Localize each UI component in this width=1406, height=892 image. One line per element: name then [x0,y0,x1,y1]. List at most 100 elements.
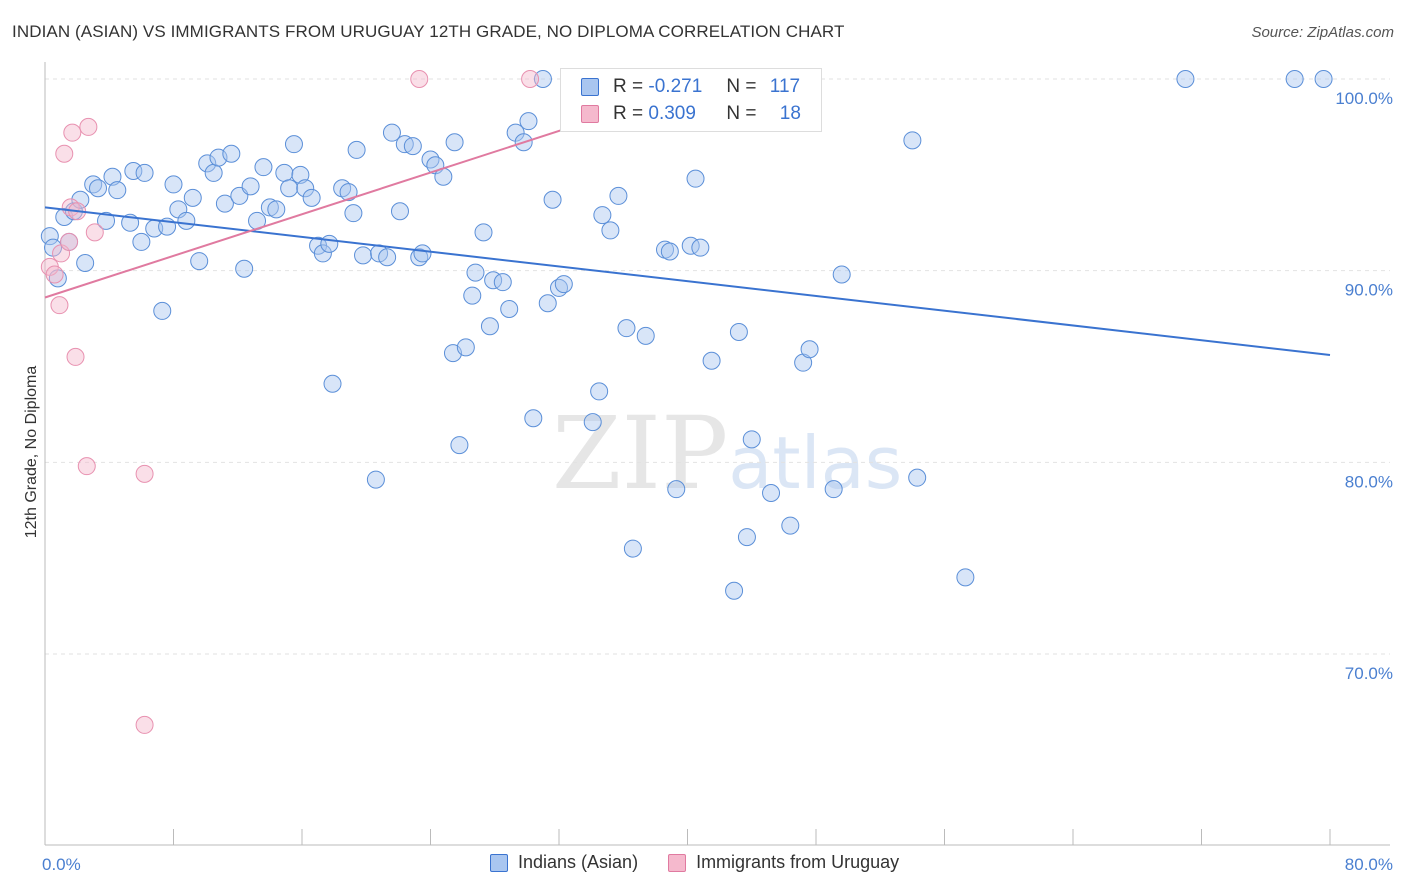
data-point [533,70,552,88]
data-point [60,232,79,251]
watermark: ZIPatlas [552,395,902,512]
legend-n-label: N = [726,103,757,124]
data-point [296,179,315,198]
data-point [132,232,151,251]
data-point [79,117,98,136]
data-point [103,167,122,186]
data-point [66,347,85,366]
data-point [480,317,499,336]
legend-row-uruguay: R = 0.309 N = 18 [581,102,801,126]
data-point [474,223,493,242]
data-point [215,194,234,213]
data-point [89,179,108,198]
pink-swatch-icon [668,853,687,872]
data-point [153,301,172,320]
data-point [347,140,366,159]
data-point [725,581,744,600]
data-point [800,340,819,359]
data-point [524,409,543,428]
legend-r-value: -0.271 [648,76,703,97]
source-label: Source: ZipAtlas.com [1251,24,1394,41]
data-point [97,211,116,230]
data-point [413,244,432,263]
data-point [1176,70,1195,88]
data-point [164,175,183,194]
data-point [521,70,540,88]
data-point [623,539,642,558]
data-point [76,254,95,272]
data-point [284,135,303,154]
data-point [543,190,562,209]
data-point [108,181,127,200]
watermark-zip: ZIP [552,395,729,512]
legend-n-label: N = [726,76,757,97]
data-point [291,165,310,184]
data-point [260,198,279,217]
series-legend: Indians (Asian) Immigrants from Uruguay [490,852,929,873]
x-tick-label: 80.0% [1345,855,1393,874]
data-point [177,211,196,230]
data-point [554,275,573,294]
data-point [691,238,710,257]
data-point [445,133,464,152]
data-point [280,179,299,198]
data-point [378,248,397,267]
data-point [320,234,339,253]
data-point [762,484,781,502]
data-point [466,263,485,282]
correlation-legend: R = -0.271 N = 117 R = 0.309 N = 18 [560,68,822,132]
legend-r-label: R = [613,76,644,97]
data-point [702,351,721,370]
data-point [500,300,519,318]
y-tick-label: 100.0% [1335,89,1393,108]
y-tick-label: 90.0% [1345,281,1393,300]
data-point [190,252,209,271]
data-point [40,227,59,246]
data-point [519,112,538,131]
data-point [254,158,273,177]
data-point [135,464,154,483]
data-point [135,163,154,182]
data-point [204,163,223,182]
data-point [382,123,401,142]
blue-swatch-icon [581,78,599,96]
legend-n-value: 18 [779,103,801,124]
x-tick-label: 0.0% [42,855,81,874]
y-axis-label: 12th Grade, No Diploma [23,366,40,539]
data-point [729,323,748,341]
y-tick-label: 70.0% [1345,664,1393,683]
data-point [832,265,851,284]
data-point [313,244,332,263]
legend-row-indians: R = -0.271 N = 117 [581,75,800,99]
data-point [456,338,475,357]
data-point [77,457,96,476]
data-point [366,470,385,489]
data-point [45,265,64,284]
data-point [85,223,104,242]
data-point [593,206,612,225]
data-point [241,177,260,196]
data-point [222,144,241,163]
data-point [956,568,975,587]
blue-swatch-icon [490,853,508,872]
data-point [538,294,557,313]
chart-title: INDIAN (ASIAN) VS IMMIGRANTS FROM URUGUA… [12,22,845,41]
data-point [410,70,429,88]
legend-label-uruguay: Immigrants from Uruguay [696,852,900,872]
data-point [71,190,90,209]
data-point [421,150,440,169]
data-point [1314,70,1333,88]
data-point [601,221,620,240]
data-point [463,286,482,305]
data-point [781,516,800,535]
legend-n-value: 117 [769,76,801,97]
data-point [267,200,286,219]
data-point [344,204,363,223]
data-point [824,480,843,499]
data-point [354,246,373,265]
pink-swatch-icon [581,105,599,123]
legend-r-value: 0.309 [648,103,696,124]
watermark-atlas: atlas [728,421,903,505]
data-point [583,413,602,432]
data-point [660,242,679,261]
